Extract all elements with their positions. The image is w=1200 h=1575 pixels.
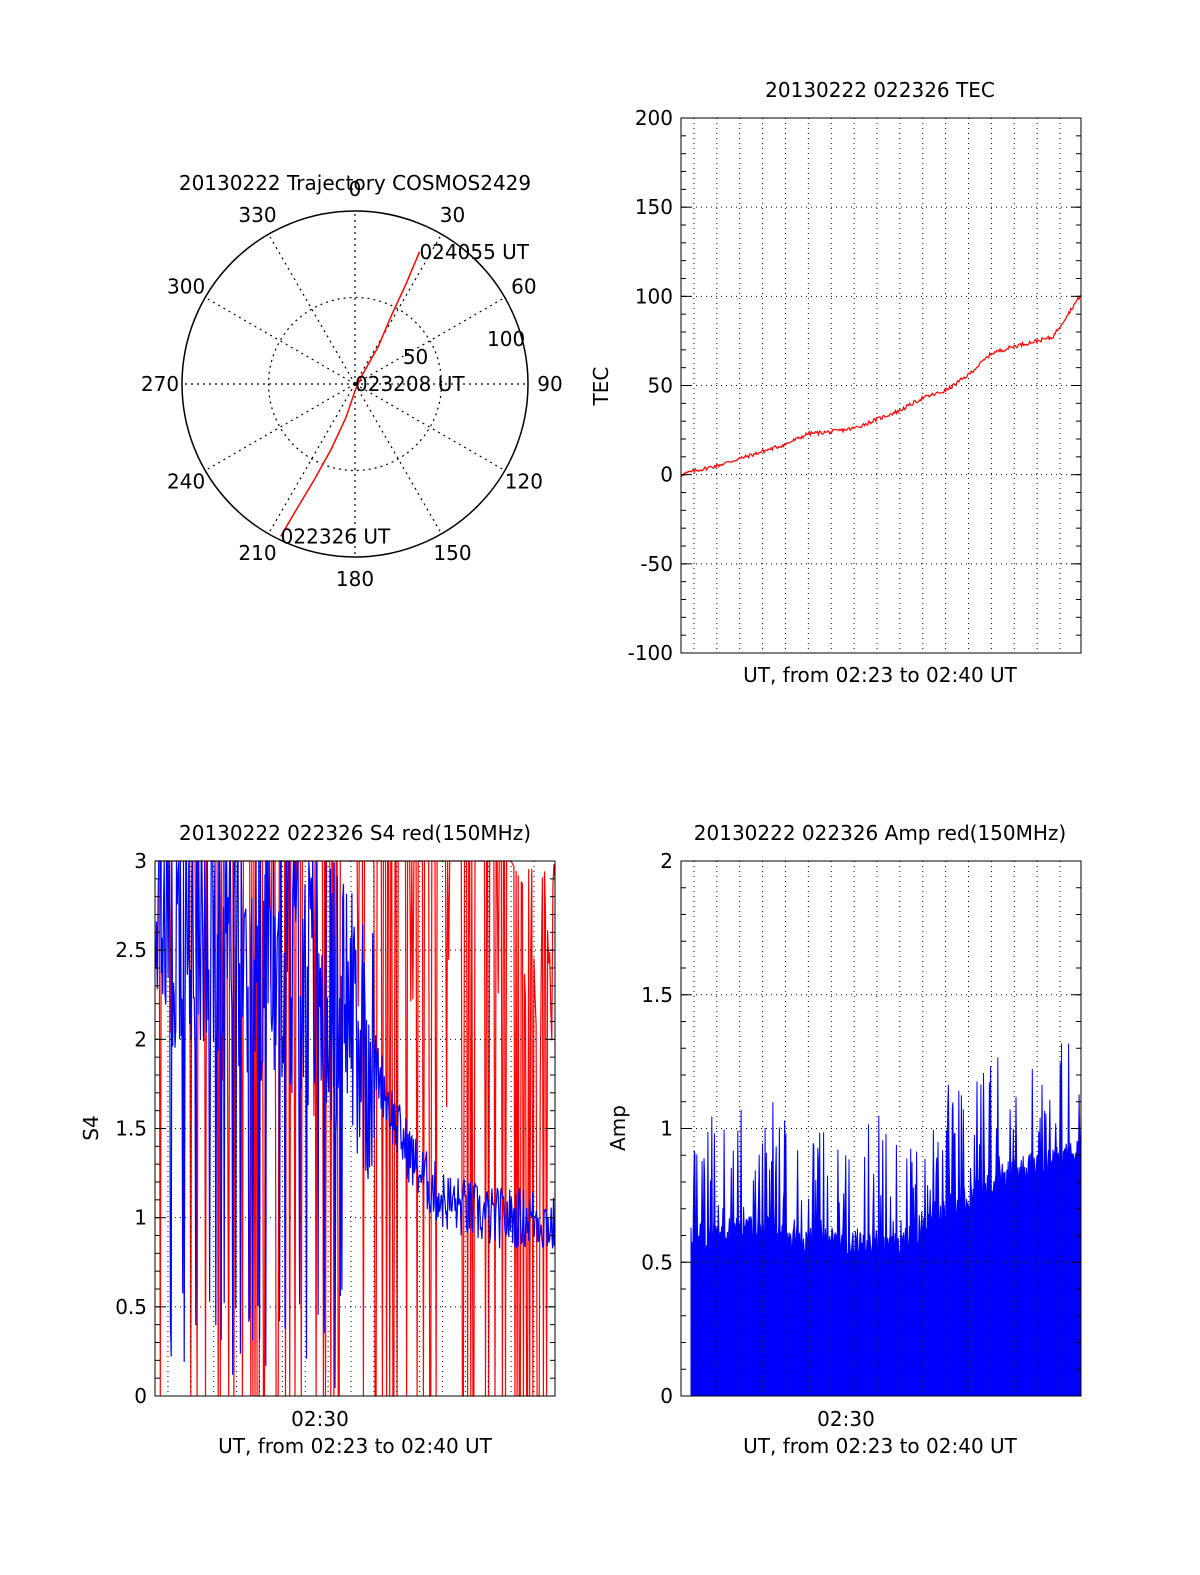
polar-azimuth-label: 0 [349, 177, 362, 201]
s4-plot-frame [154, 860, 556, 1397]
y-tick-label: -50 [640, 552, 673, 576]
s4-x-label: UT, from 02:23 to 02:40 UT [218, 1434, 493, 1458]
amp-grid [681, 860, 1081, 1397]
polar-azimuth-label: 210 [238, 541, 276, 565]
y-tick-label: 0.5 [115, 1295, 147, 1319]
tec-y-label: TEC [589, 367, 613, 407]
y-tick-label: 200 [635, 106, 673, 130]
amp-y-ticks: 2 1.5 1 0.5 0 [641, 849, 1081, 1408]
trajectory-line [280, 251, 421, 537]
y-tick-label: 1 [134, 1206, 147, 1230]
amp-series [690, 1043, 1082, 1397]
amp-x-tick: 02:30 [817, 1407, 875, 1431]
y-tick-label: 100 [635, 284, 673, 308]
trajectory-title: 20130222 Trajectory COSMOS2429 [179, 171, 531, 195]
polar-azimuth-label: 330 [238, 203, 276, 227]
s4-x-tick: 02:30 [291, 1407, 349, 1431]
polar-time-annotation: 023208 UT [355, 372, 465, 396]
s4-blue-line [154, 860, 556, 1389]
y-tick-label: -100 [628, 641, 673, 665]
polar-azimuth-label: 90 [537, 372, 562, 396]
y-tick-label: 1.5 [115, 1117, 147, 1141]
polar-radial-labels: 50 100 [403, 327, 525, 369]
polar-spoke [354, 233, 443, 385]
polar-azimuth-label: 150 [433, 541, 471, 565]
amp-bars [690, 1043, 1082, 1397]
polar-grid-circle [267, 296, 443, 472]
polar-azimuth-labels: 0 30 60 90 120 150 180 210 240 270 300 330 [141, 177, 563, 591]
polar-azimuth-label: 300 [167, 275, 205, 299]
y-tick-label: 1.5 [641, 983, 673, 1007]
amp-title: 20130222 022326 Amp red(150MHz) [694, 821, 1066, 845]
tec-x-label: UT, from 02:23 to 02:40 UT [743, 663, 1018, 687]
polar-spoke [204, 383, 356, 472]
tec-line [680, 294, 1082, 477]
y-tick-label: 2 [134, 1027, 147, 1051]
amp-x-label: UT, from 02:23 to 02:40 UT [743, 1434, 1018, 1458]
amp-chart: 20130222 022326 Amp red(150MHz) 2 1.5 1 0.5… [606, 821, 1082, 1458]
polar-azimuth-label: 180 [336, 567, 374, 591]
tec-plot-frame [680, 117, 1082, 654]
polar-azimuth-label: 30 [440, 203, 465, 227]
polar-series [280, 251, 421, 537]
s4-y-label: S4 [79, 1115, 103, 1140]
polar-time-annotation: 024055 UT [419, 240, 529, 264]
polar-spoke [354, 383, 443, 535]
tec-grid [681, 117, 1081, 654]
tec-y-ticks: 200 150 100 50 0 -50 -100 [628, 106, 1081, 665]
polar-radial-label: 100 [487, 327, 525, 351]
polar-azimuth-label: 240 [167, 470, 205, 494]
polar-azimuth-label: 120 [505, 470, 543, 494]
polar-spoke [267, 383, 356, 535]
y-tick-label: 3 [134, 849, 147, 873]
y-tick-label: 0 [660, 1384, 673, 1408]
y-tick-label: 2.5 [115, 938, 147, 962]
polar-spoke [204, 296, 356, 385]
s4-chart: 20130222 022326 S4 red(150MHz) 3 2.5 2 1.5 1… [79, 821, 556, 1458]
tec-title: 20130222 022326 TEC [765, 78, 995, 102]
tec-series [680, 294, 1082, 477]
amp-y-label: Amp [606, 1105, 630, 1151]
polar-azimuth-label: 60 [511, 275, 536, 299]
polar-azimuth-label: 270 [141, 372, 179, 396]
polar-annotations: 024055 UT 023208 UT 022326 UT [281, 240, 530, 549]
polar-spoke [267, 233, 356, 385]
polar-outer-circle [181, 210, 529, 558]
polar-radial-label: 50 [403, 345, 428, 369]
polar-spoke [354, 296, 506, 385]
y-tick-label: 2 [660, 849, 673, 873]
y-tick-label: 150 [635, 195, 673, 219]
amp-plot-frame [680, 860, 1082, 1397]
s4-title: 20130222 022326 S4 red(150MHz) [179, 821, 531, 845]
y-tick-label: 1 [660, 1117, 673, 1141]
tec-chart: 20130222 022326 TEC 200150100500-50-100 … [589, 78, 1082, 687]
polar-time-annotation: 022326 UT [281, 524, 391, 548]
y-tick-label: 0 [134, 1384, 147, 1408]
y-tick-label: 0.5 [641, 1250, 673, 1274]
y-tick-label: 50 [648, 374, 673, 398]
polar-spoke [354, 383, 506, 472]
polar-grid [181, 210, 529, 558]
trajectory-polar-chart: 20130222 Trajectory COSMOS2429 0 30 60 90 12… [141, 171, 563, 591]
y-tick-label: 0 [660, 463, 673, 487]
